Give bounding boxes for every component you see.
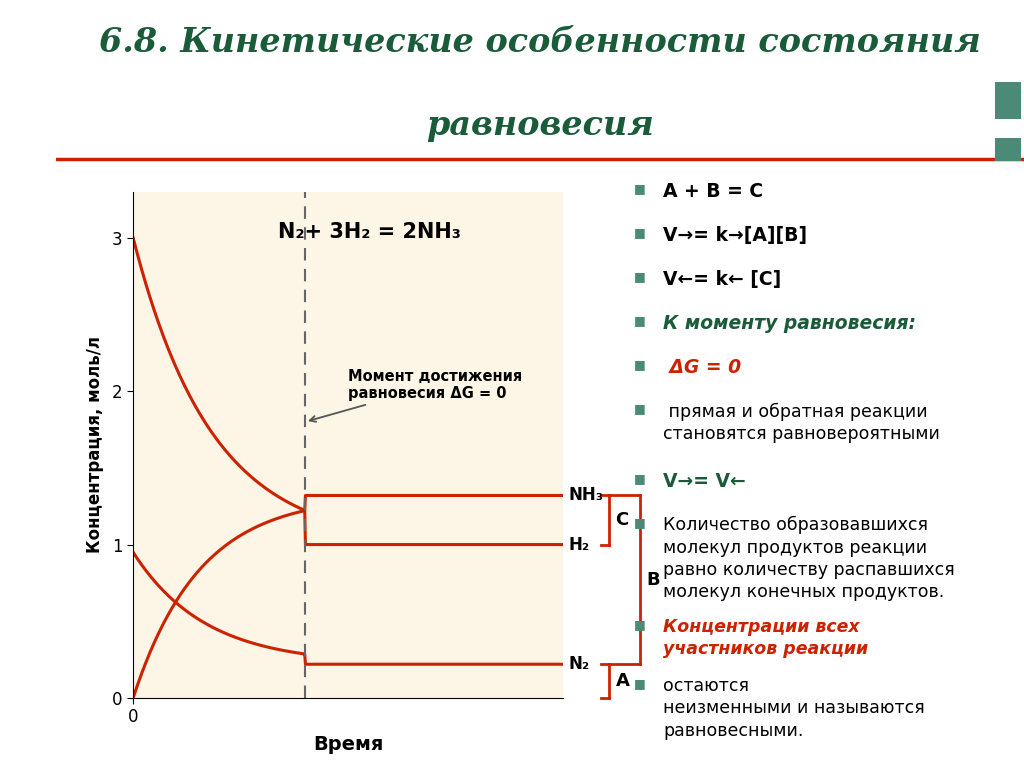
Text: ΔG = 0: ΔG = 0 bbox=[664, 358, 741, 377]
Text: H₂: H₂ bbox=[568, 535, 590, 554]
Text: остаются
неизменными и называются
равновесными.: остаются неизменными и называются равнов… bbox=[664, 677, 925, 739]
Text: ■: ■ bbox=[634, 677, 645, 690]
Text: N₂+ 3H₂ = 2NH₃: N₂+ 3H₂ = 2NH₃ bbox=[279, 222, 461, 242]
Text: A: A bbox=[615, 672, 630, 690]
X-axis label: Время: Время bbox=[313, 735, 383, 754]
Text: V→= k→[A][B]: V→= k→[A][B] bbox=[664, 226, 808, 245]
Text: К моменту равновесия:: К моменту равновесия: bbox=[664, 314, 916, 333]
Text: ■: ■ bbox=[634, 358, 645, 371]
Text: V←= k← [C]: V←= k← [C] bbox=[664, 270, 781, 289]
Text: прямая и обратная реакции
становятся равновероятными: прямая и обратная реакции становятся рав… bbox=[664, 402, 940, 443]
Text: NH₃: NH₃ bbox=[568, 486, 603, 505]
Text: B: B bbox=[646, 571, 659, 589]
Text: ■: ■ bbox=[634, 314, 645, 328]
Text: ■: ■ bbox=[634, 183, 645, 195]
Text: C: C bbox=[615, 511, 629, 529]
Text: ■: ■ bbox=[634, 516, 645, 529]
Text: ■: ■ bbox=[634, 402, 645, 415]
Text: N₂: N₂ bbox=[568, 655, 590, 673]
Text: равновесия: равновесия bbox=[426, 109, 654, 143]
Text: Момент достижения
равновесия ΔG = 0: Момент достижения равновесия ΔG = 0 bbox=[310, 369, 522, 422]
Text: Количество образовавшихся
молекул продуктов реакции
равно количеству распавшихся: Количество образовавшихся молекул продук… bbox=[664, 516, 955, 601]
Text: 6.8. Кинетические особенности состояния: 6.8. Кинетические особенности состояния bbox=[99, 26, 981, 60]
Text: Концентрации всех
участников реакции: Концентрации всех участников реакции bbox=[664, 618, 868, 658]
Text: ■: ■ bbox=[634, 270, 645, 283]
Y-axis label: Концентрация, моль/л: Концентрация, моль/л bbox=[86, 337, 103, 553]
Text: ■: ■ bbox=[634, 472, 645, 485]
Text: V→= V←: V→= V← bbox=[664, 472, 746, 491]
Text: ■: ■ bbox=[634, 618, 645, 631]
Text: A + B = C: A + B = C bbox=[664, 183, 764, 201]
Text: ■: ■ bbox=[634, 226, 645, 239]
